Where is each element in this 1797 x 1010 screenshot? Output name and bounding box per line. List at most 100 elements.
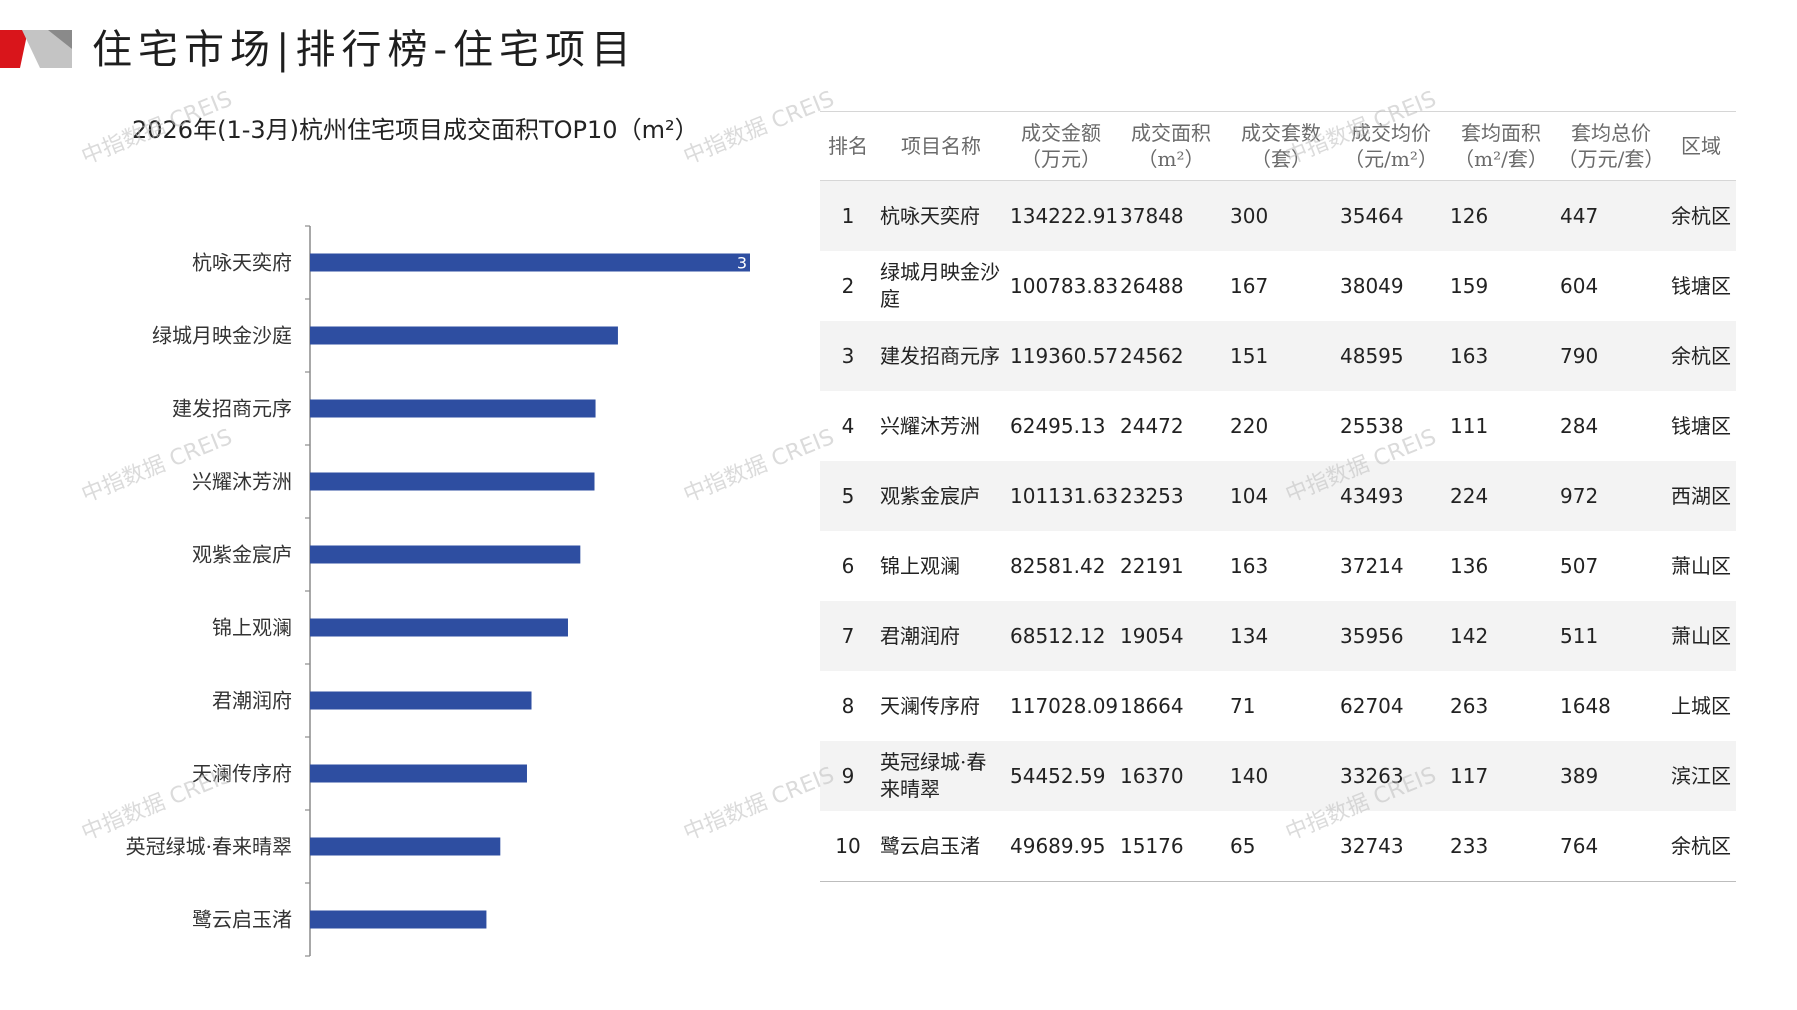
table-cell: 38049 (1340, 273, 1404, 298)
table-cell: 764 (1560, 833, 1599, 858)
column-header: 区域 (1681, 134, 1721, 158)
category-label: 建发招商元序 (172, 397, 292, 421)
table-cell: 37848 (1120, 203, 1184, 228)
table-cell: 锦上观澜 (880, 553, 960, 578)
table-cell: 82581.42 (1010, 553, 1106, 578)
table-cell: 263 (1450, 693, 1489, 718)
table-cell: 萧山区 (1671, 553, 1731, 578)
table-cell: 杭咏天奕府 (880, 203, 980, 228)
table-cell: 绿城月映金沙庭 (880, 260, 1000, 311)
column-header: 项目名称 (901, 134, 981, 158)
table-cell: 790 (1560, 343, 1599, 368)
table-cell: 3 (841, 343, 855, 368)
table-cell: 建发招商元序 (880, 343, 1000, 368)
category-label: 英冠绿城·春来晴翠 (126, 835, 292, 859)
table-cell: 134 (1230, 623, 1269, 648)
table-cell: 余杭区 (1671, 343, 1731, 368)
table-cell: 滨江区 (1671, 763, 1731, 788)
table-cell: 119360.57 (1010, 343, 1119, 368)
table-cell: 萧山区 (1671, 623, 1731, 648)
table-row: 6 锦上观澜 82581.42 22191 163 37214 136 507 萧山区 (820, 531, 1736, 601)
table-cell: 25538 (1340, 413, 1404, 438)
bar (310, 764, 527, 783)
table-cell: 英冠绿城·春来晴翠 (880, 750, 987, 801)
table-cell: 19054 (1120, 623, 1184, 648)
table-cell: 111 (1450, 413, 1489, 438)
table-cell: 5 (841, 483, 855, 508)
table-cell: 163 (1450, 343, 1489, 368)
column-header: 套均面积 （m²/套） (1454, 121, 1548, 171)
table-cell: 35464 (1340, 203, 1404, 228)
brand-logo-icon (0, 30, 72, 68)
column-header: 成交套数 （套） (1241, 121, 1321, 171)
table-cell: 62704 (1340, 693, 1404, 718)
table-row: 1 杭咏天奕府 134222.91 37848 300 35464 126 447 余杭区 (820, 180, 1736, 251)
category-label: 鹭云启玉渚 (192, 908, 292, 932)
bar (310, 910, 487, 929)
table-row: 2 绿城月映金沙庭 100783.83 26488 167 38049 159 604 钱塘区 (820, 251, 1736, 321)
bar (310, 691, 532, 710)
table-cell: 上城区 (1671, 693, 1731, 718)
table-cell: 104 (1230, 483, 1269, 508)
table-cell: 10 (835, 833, 861, 858)
data-label: 3 (737, 254, 747, 273)
table-row: 5 观紫金宸庐 101131.63 23253 104 43493 224 972 西湖区 (820, 461, 1736, 531)
table-cell: 101131.63 (1010, 483, 1119, 508)
table-cell: 9 (841, 763, 855, 788)
bar (310, 545, 581, 564)
table-cell: 35956 (1340, 623, 1404, 648)
table-cell: 224 (1450, 483, 1489, 508)
table-header-row: 排名 项目名称 成交金额 （万元） 成交面积 （m²） 成交套数 （套） 成交均价 （元/… (820, 111, 1736, 181)
table-cell: 24562 (1120, 343, 1184, 368)
table-cell: 972 (1560, 483, 1599, 508)
table-cell: 159 (1450, 273, 1489, 298)
table-cell: 49689.95 (1010, 833, 1106, 858)
bar (310, 253, 750, 272)
column-header: 成交均价 （元/m²） (1344, 121, 1438, 171)
table-cell: 1 (841, 203, 855, 228)
bar (310, 472, 595, 491)
table-cell: 1648 (1560, 693, 1611, 718)
table-cell: 233 (1450, 833, 1489, 858)
table-cell: 100783.83 (1010, 273, 1119, 298)
table-cell: 65 (1230, 833, 1256, 858)
bar-chart: 杭咏天奕府绿城月映金沙庭建发招商元序兴耀沐芳洲观紫金宸庐锦上观澜君潮润府天澜传序… (126, 225, 750, 957)
table-cell: 钱塘区 (1671, 413, 1731, 438)
table-cell: 220 (1230, 413, 1269, 438)
category-label: 君潮润府 (212, 689, 292, 713)
table-cell: 18664 (1120, 693, 1184, 718)
table-row: 9 英冠绿城·春来晴翠 54452.59 16370 140 33263 117 389 滨江区 (820, 741, 1736, 811)
table-cell: 余杭区 (1671, 203, 1731, 228)
table-cell: 142 (1450, 623, 1489, 648)
column-header: 套均总价 （万元/套） (1557, 121, 1665, 171)
table-cell: 163 (1230, 553, 1269, 578)
ranking-table: 排名 项目名称 成交金额 （万元） 成交面积 （m²） 成交套数 （套） 成交均价 （元/… (820, 111, 1736, 882)
column-header: 成交面积 （m²） (1131, 121, 1211, 171)
table-row: 8 天澜传序府 117028.09 18664 71 62704 263 1648 上城区 (820, 671, 1736, 741)
bar (310, 326, 618, 345)
column-header: 排名 (828, 134, 868, 158)
bar (310, 399, 596, 418)
table-cell: 7 (841, 623, 855, 648)
bar (310, 837, 501, 856)
table-cell: 507 (1560, 553, 1599, 578)
table-cell: 167 (1230, 273, 1269, 298)
table-cell: 604 (1560, 273, 1599, 298)
chart-title: 2026年(1-3月)杭州住宅项目成交面积TOP10（m²） (132, 116, 699, 144)
category-label: 杭咏天奕府 (192, 251, 292, 275)
table-cell: 151 (1230, 343, 1269, 368)
table-cell: 24472 (1120, 413, 1184, 438)
table-cell: 48595 (1340, 343, 1404, 368)
table-cell: 观紫金宸庐 (880, 483, 980, 508)
table-cell: 鹭云启玉渚 (880, 833, 980, 858)
bar (310, 618, 568, 637)
table-cell: 22191 (1120, 553, 1184, 578)
table-cell: 西湖区 (1671, 483, 1731, 508)
table-cell: 2 (841, 273, 855, 298)
table-cell: 23253 (1120, 483, 1184, 508)
table-cell: 32743 (1340, 833, 1404, 858)
table-cell: 136 (1450, 553, 1489, 578)
table-cell: 33263 (1340, 763, 1404, 788)
table-cell: 16370 (1120, 763, 1184, 788)
table-cell: 6 (841, 553, 855, 578)
